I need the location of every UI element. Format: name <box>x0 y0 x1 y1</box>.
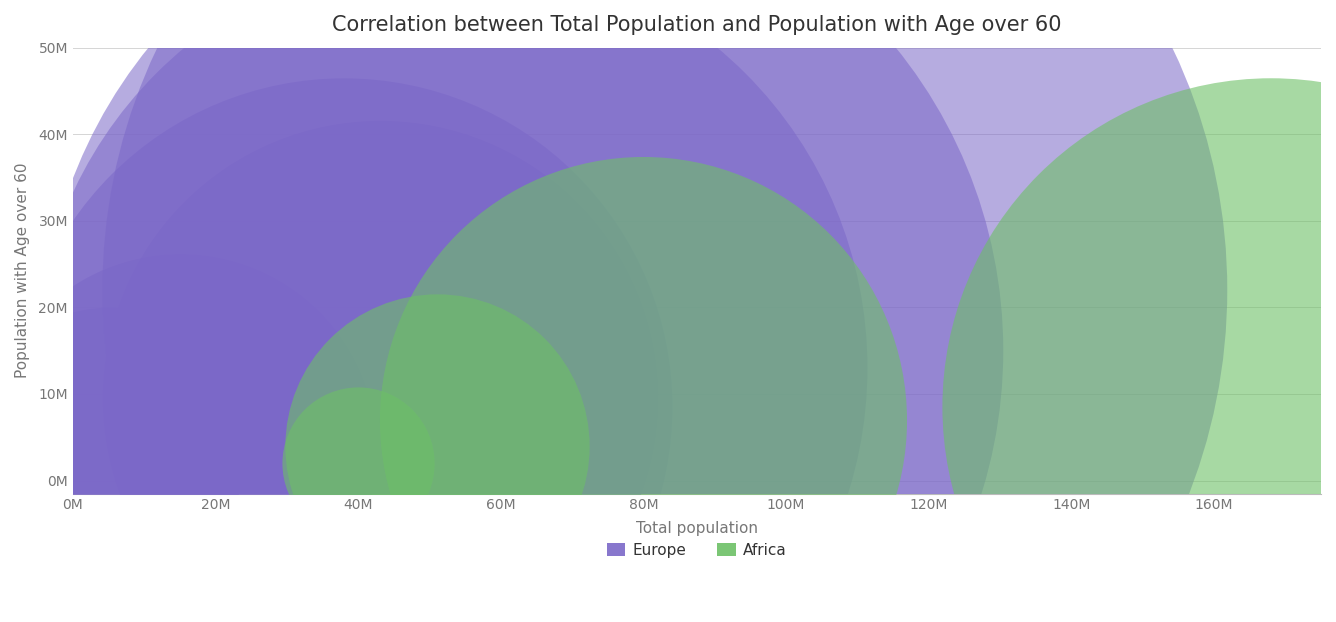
Point <box>440 363 461 373</box>
Point <box>426 441 448 451</box>
Point <box>369 393 390 403</box>
Point <box>512 346 533 356</box>
X-axis label: Total population: Total population <box>636 521 758 536</box>
Legend: Europe, Africa: Europe, Africa <box>601 537 794 564</box>
Point <box>655 285 676 295</box>
Title: Correlation between Total Population and Population with Age over 60: Correlation between Total Population and… <box>333 15 1062 35</box>
Point <box>633 415 655 425</box>
Point <box>98 441 119 451</box>
Y-axis label: Population with Age over 60: Population with Age over 60 <box>15 163 29 378</box>
Point <box>1260 402 1281 412</box>
Point <box>170 445 191 455</box>
Point <box>347 458 369 468</box>
Point <box>333 402 354 412</box>
